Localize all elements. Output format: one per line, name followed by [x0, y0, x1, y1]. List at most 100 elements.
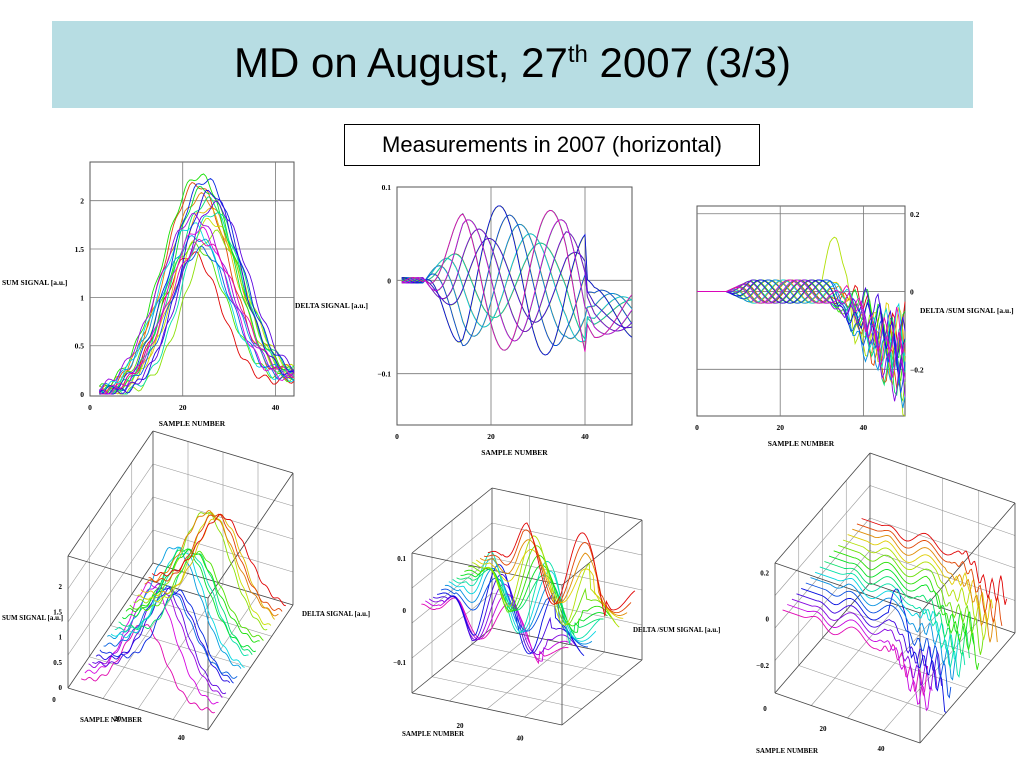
caption-text: Measurements in 2007 (horizontal)	[382, 132, 722, 157]
series-line	[98, 212, 295, 393]
x-axis-label: SAMPLE NUMBER	[768, 439, 835, 448]
series-line	[99, 226, 295, 395]
x-tick-label: 20	[114, 715, 122, 723]
title-main: MD on August, 27	[233, 39, 568, 86]
ratio-signal-2d-plot: 0 20 40 0.2 0 −0.2 SAMPLE NUMBER DELTA /SUM SIG…	[695, 205, 1014, 448]
x-tick-label: 20	[820, 725, 828, 733]
series-line	[440, 577, 588, 648]
x-tick-label: 20	[776, 423, 784, 432]
y-tick-label: 1.5	[75, 245, 85, 254]
series-line	[401, 242, 633, 341]
y-tick-label: 0	[910, 288, 914, 297]
series-line	[95, 587, 231, 684]
box-edge	[561, 659, 643, 726]
series-line	[824, 561, 970, 659]
series-line	[421, 597, 569, 665]
series-line	[103, 585, 238, 679]
series-line	[852, 528, 998, 643]
box-gridline	[411, 522, 493, 589]
series-line	[98, 200, 295, 395]
series-line	[401, 209, 633, 352]
box-edge	[207, 472, 294, 599]
series-line	[98, 217, 295, 395]
x-tick-label: 40	[860, 423, 868, 432]
box-edge	[561, 519, 643, 586]
series-line	[452, 550, 600, 645]
box-edge	[774, 582, 871, 694]
box-gridline	[67, 463, 154, 590]
delta-signal-2d-plot: 0 20 40 0.1 0 −0.1 SAMPLE NUMBER DELTA SIGNAL […	[295, 183, 633, 457]
series-line	[487, 522, 636, 617]
series-line	[819, 566, 966, 678]
x-axis-label: SAMPLE NUMBER	[756, 747, 819, 755]
box-edge	[207, 604, 294, 731]
sum-signal-2d-plot: 0 20 40 0 0.5 1 1.5 2 SAMPLE NUMBER SUM SIGNAL [a…	[2, 161, 295, 428]
title-superscript: th	[567, 41, 588, 68]
box-gridline	[774, 485, 871, 596]
series-line	[697, 279, 906, 354]
x-tick-label: 40	[178, 734, 186, 742]
box-edge	[411, 692, 563, 726]
box-edge	[774, 692, 921, 744]
series-line	[472, 535, 620, 628]
box-edge	[411, 552, 563, 586]
box-edge	[491, 627, 643, 661]
caption-box: Measurements in 2007 (horizontal)	[344, 124, 760, 166]
series-line	[107, 546, 242, 669]
series-line	[697, 279, 906, 402]
title-end: 2007 (3/3)	[587, 39, 792, 86]
series-line	[828, 555, 975, 645]
series-line	[92, 587, 227, 695]
series-line	[99, 589, 234, 684]
series-line	[81, 624, 215, 714]
series-line	[847, 534, 994, 624]
y-tick-label: −0.2	[756, 662, 769, 670]
box-edge	[919, 632, 1016, 744]
y-tick-label: −0.1	[377, 370, 391, 379]
series-line	[401, 233, 633, 343]
x-tick-label: 0	[695, 423, 699, 432]
x-tick-label: 40	[581, 432, 589, 441]
series-line	[805, 582, 952, 699]
series-line	[456, 568, 604, 636]
box-gridline	[152, 496, 294, 540]
y-tick-label: −0.1	[393, 659, 406, 667]
series-line	[99, 245, 295, 395]
box-edge	[919, 502, 1016, 614]
plot-frame	[396, 186, 633, 426]
y-tick-label: 0.1	[382, 183, 392, 192]
box-edge	[491, 487, 643, 521]
box-gridline	[491, 522, 643, 556]
y-tick-label: 0	[80, 390, 84, 399]
series-line	[861, 518, 1008, 605]
series-line	[401, 214, 633, 347]
box-edge	[774, 452, 871, 564]
box-gridline	[869, 485, 1016, 536]
x-axis-label: SAMPLE NUMBER	[159, 419, 226, 428]
box-gridline	[131, 593, 272, 637]
box-edge	[67, 555, 209, 599]
series-line	[791, 598, 938, 690]
y-axis-label: DELTA SIGNAL [a.u.]	[295, 301, 368, 310]
series-line	[401, 219, 633, 342]
box-gridline	[774, 517, 871, 629]
series-line	[810, 577, 956, 681]
y-tick-label: 0	[403, 607, 407, 615]
x-tick-label: 0	[88, 403, 92, 412]
box-gridline	[411, 557, 493, 624]
series-line	[483, 529, 632, 614]
x-axis-label: SAMPLE NUMBER	[481, 448, 548, 457]
x-tick-label: 0	[395, 432, 399, 441]
y-tick-label: 1.5	[53, 608, 62, 616]
series-line	[99, 196, 295, 395]
series-line	[137, 511, 272, 626]
x-tick-label: 40	[517, 735, 525, 743]
series-line	[401, 237, 633, 329]
series-line	[814, 571, 961, 662]
x-tick-label: 20	[457, 722, 465, 730]
x-axis-label: SAMPLE NUMBER	[80, 716, 143, 724]
series-line	[697, 279, 906, 378]
y-tick-label: 0.5	[75, 342, 85, 351]
series-line	[401, 205, 633, 356]
